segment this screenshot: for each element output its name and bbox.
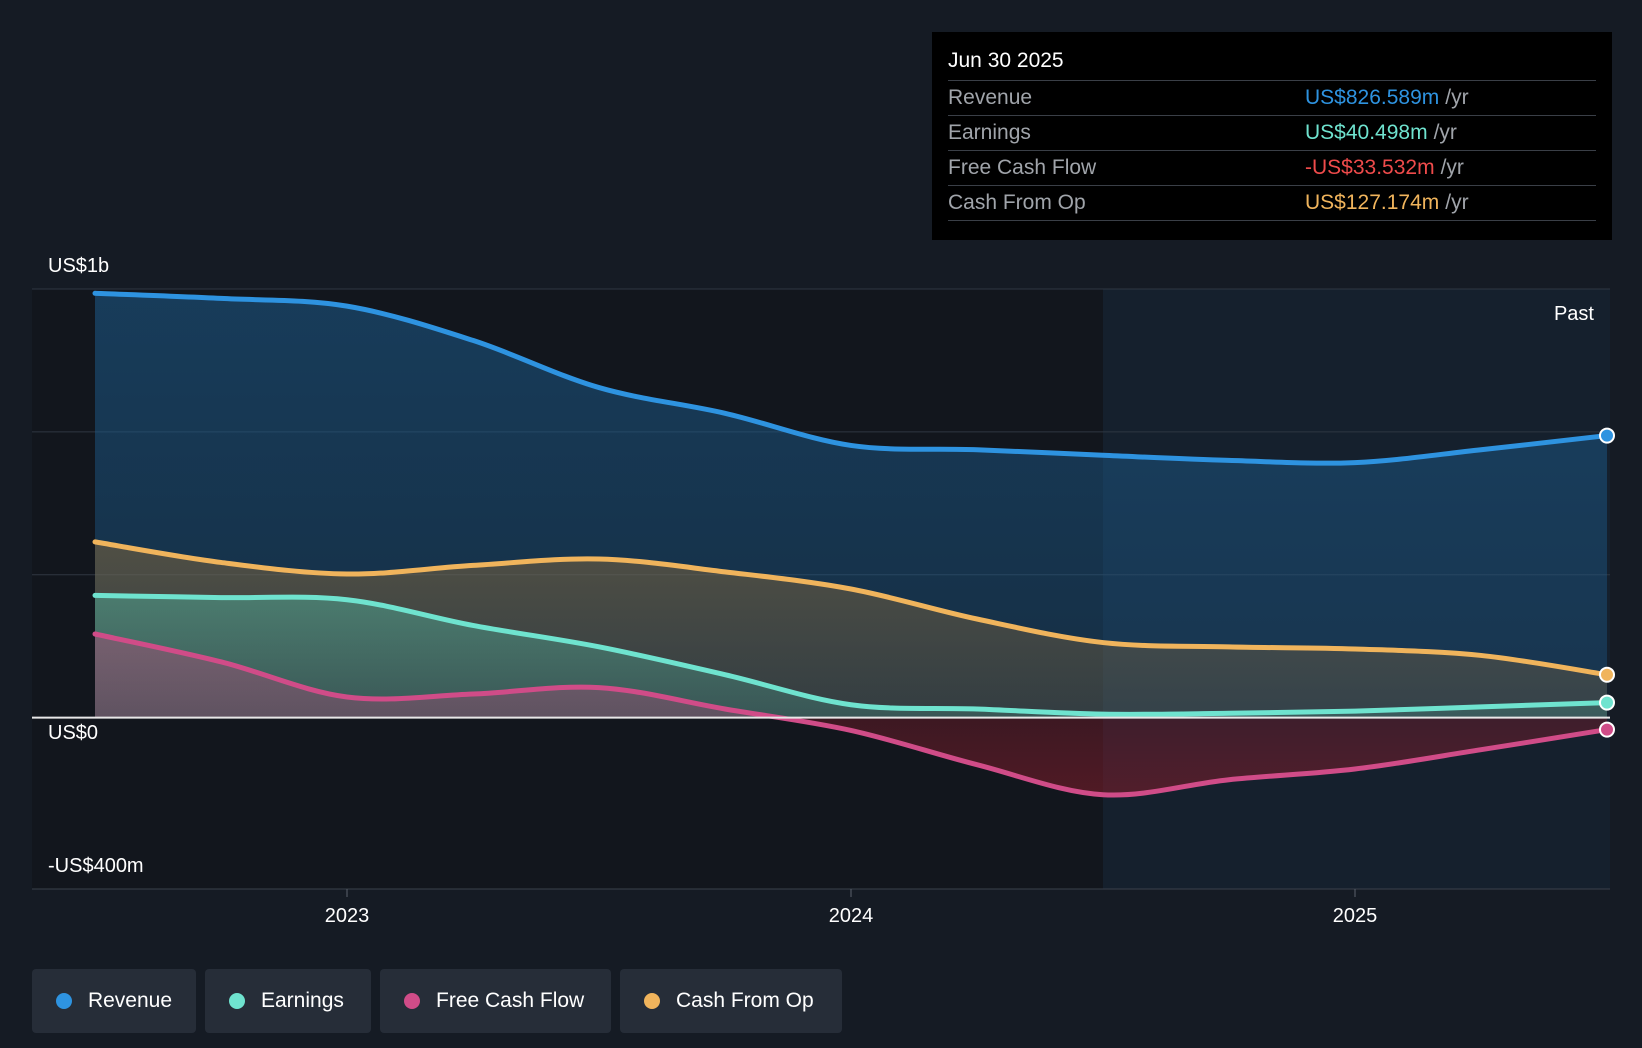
tooltip-unit: /yr	[1440, 156, 1464, 179]
legend-label: Earnings	[261, 989, 344, 1012]
legend-item-cash-from-op[interactable]: Cash From Op	[620, 969, 842, 1033]
legend: Revenue Earnings Free Cash Flow Cash Fro…	[32, 969, 842, 1033]
tooltip-label: Earnings	[948, 121, 1031, 144]
tooltip-label: Free Cash Flow	[948, 156, 1097, 179]
legend-label: Cash From Op	[676, 989, 814, 1012]
tooltip-label: Revenue	[948, 86, 1033, 109]
end-marker-cash-from-op	[1599, 666, 1615, 683]
series-lines	[92, 290, 1610, 798]
series-end-markers	[1599, 427, 1615, 738]
legend-label: Free Cash Flow	[436, 989, 585, 1012]
tooltip-row-revenue: Revenue US$826.589m /yr	[948, 81, 1596, 116]
legend-dot-icon	[56, 993, 72, 1009]
tooltip-unit: /yr	[1445, 86, 1469, 109]
legend-dot-icon	[229, 993, 245, 1009]
tooltip-row-free-cash-flow: Free Cash Flow -US$33.532m /yr	[948, 151, 1596, 186]
tooltip-value: US$127.174m	[1305, 191, 1440, 214]
legend-dot-icon	[644, 993, 660, 1009]
x-tick-label-2025: 2025	[1333, 905, 1378, 927]
y-label-bottom: -US$400m	[48, 855, 144, 877]
y-label-zero: US$0	[48, 722, 98, 744]
tooltip-label: Cash From Op	[948, 191, 1086, 214]
past-label: Past	[1554, 303, 1594, 325]
x-tick-label-2023: 2023	[325, 905, 370, 927]
legend-dot-icon	[404, 993, 420, 1009]
tooltip-value: US$826.589m	[1305, 86, 1440, 109]
legend-item-revenue[interactable]: Revenue	[32, 969, 196, 1033]
area-free-cash-flow-negative	[779, 717, 1607, 796]
legend-label: Revenue	[87, 989, 172, 1012]
tooltip-date: Jun 30 2025	[948, 46, 1596, 81]
line-free-cash-flow	[92, 631, 1610, 798]
end-marker-free-cash-flow	[1599, 721, 1615, 738]
x-axis: 2023 2024 2025	[32, 888, 1610, 927]
legend-item-earnings[interactable]: Earnings	[205, 969, 371, 1033]
tooltip-unit: /yr	[1445, 191, 1469, 214]
legend-item-free-cash-flow[interactable]: Free Cash Flow	[380, 969, 611, 1033]
line-earnings	[92, 592, 1610, 717]
end-marker-earnings	[1599, 694, 1615, 711]
tooltip-row-earnings: Earnings US$40.498m /yr	[948, 116, 1596, 151]
area-free-cash-flow	[95, 634, 1607, 718]
tooltip-panel: Jun 30 2025 Revenue US$826.589m /yr Earn…	[932, 32, 1612, 240]
x-tick-label-2024: 2024	[829, 905, 874, 927]
tooltip-row-cash-from-op: Cash From Op US$127.174m /yr	[948, 186, 1596, 221]
y-label-top: US$1b	[48, 255, 109, 277]
tooltip-unit: /yr	[1433, 121, 1457, 144]
line-cash-from-op	[92, 539, 1610, 678]
end-marker-revenue	[1599, 427, 1615, 444]
line-revenue	[92, 290, 1610, 466]
tooltip-value: US$40.498m	[1305, 121, 1428, 144]
tooltip-value: -US$33.532m	[1305, 156, 1435, 179]
